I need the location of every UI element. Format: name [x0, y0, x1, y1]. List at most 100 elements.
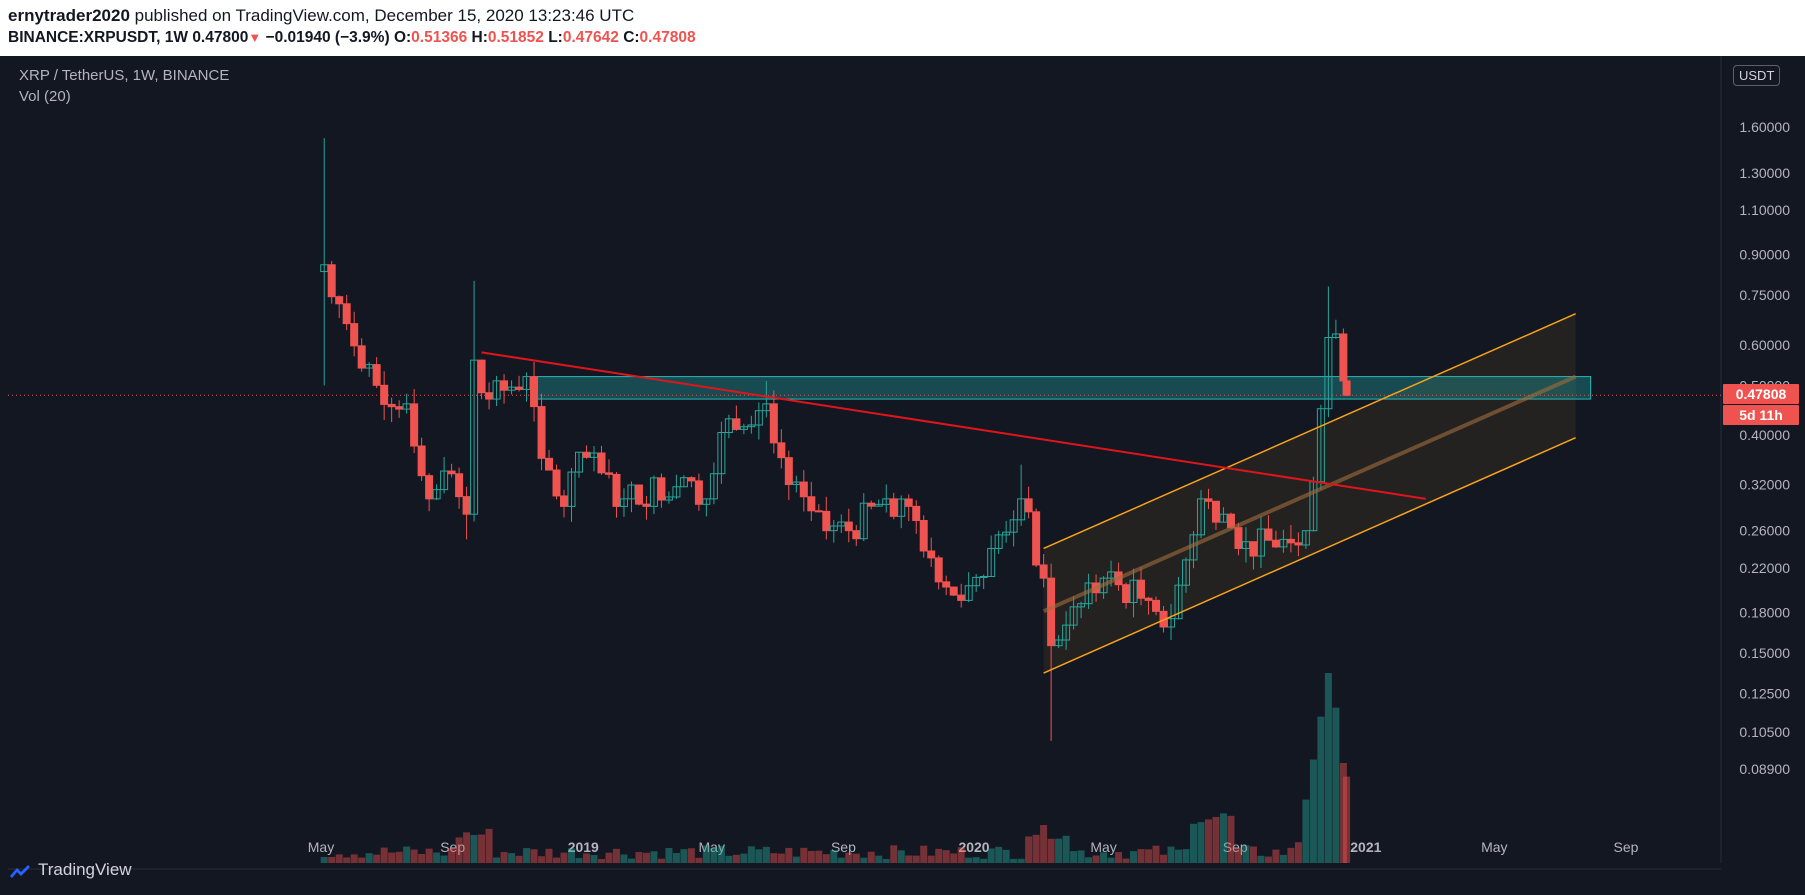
- volume-bar: [463, 832, 471, 863]
- candle-down: [657, 477, 666, 501]
- candle-down: [462, 496, 471, 515]
- volume-bar: [1025, 836, 1033, 863]
- candle-down: [357, 345, 366, 369]
- candle-up: [1256, 528, 1265, 557]
- candle-up: [979, 576, 988, 579]
- y-tick-label: 1.10000: [1739, 202, 1790, 218]
- volume-bar: [1317, 716, 1325, 863]
- volume-bar: [1010, 858, 1018, 863]
- volume-bar: [328, 856, 336, 863]
- volume-bar: [942, 850, 950, 863]
- open-value: 0.51366: [411, 29, 468, 46]
- candle-down: [912, 505, 921, 522]
- candle-up: [994, 534, 1003, 549]
- volume-bar: [792, 856, 800, 863]
- volume-bar: [343, 857, 351, 863]
- candle-up: [739, 426, 748, 430]
- volume-bar: [515, 855, 523, 863]
- volume-bar: [1070, 851, 1078, 863]
- x-tick-label: 2021: [1350, 839, 1381, 855]
- currency-badge[interactable]: USDT: [1733, 65, 1781, 86]
- chart-header: ernytrader2020 published on TradingView.…: [0, 0, 1805, 56]
- candle-down: [560, 495, 569, 507]
- candle-up: [567, 471, 576, 507]
- candle-down: [1152, 599, 1161, 612]
- series-legend[interactable]: XRP / TetherUS, 1W, BINANCE: [19, 67, 230, 84]
- volume-bar: [1234, 848, 1242, 863]
- candle-up: [702, 498, 711, 505]
- volume-bar: [1152, 845, 1160, 863]
- candle-down: [1234, 527, 1243, 549]
- candle-down: [1039, 564, 1048, 579]
- volume-bar: [732, 854, 740, 863]
- volume-bar: [597, 858, 605, 863]
- candle-down: [372, 364, 381, 386]
- volume-bar: [740, 853, 748, 863]
- volume-bar: [612, 848, 620, 863]
- volume-bar: [605, 852, 613, 863]
- candle-up: [897, 498, 906, 517]
- volume-bar: [860, 857, 868, 863]
- author-name[interactable]: ernytrader2020: [8, 6, 130, 25]
- volume-bar: [1122, 858, 1130, 863]
- volume-bar: [485, 828, 493, 863]
- candle-down: [1294, 542, 1303, 546]
- volume-bar: [695, 857, 703, 863]
- close-label: C:: [623, 29, 640, 46]
- chart-area[interactable]: [0, 56, 1805, 895]
- volume-bar: [358, 857, 366, 863]
- volume-bar: [807, 850, 815, 863]
- volume-bar: [403, 846, 411, 863]
- candle-up: [754, 410, 763, 426]
- candle-up: [440, 470, 449, 491]
- volume-bar: [702, 845, 710, 863]
- volume-bar: [500, 852, 508, 863]
- volume-legend[interactable]: Vol (20): [19, 88, 71, 105]
- candle-down: [732, 418, 741, 430]
- volume-bar: [1145, 849, 1153, 863]
- candle-up: [829, 525, 838, 532]
- price-chart[interactable]: 1.60000 1.30000 1.10000 0.90000 0.75000 0.600…: [0, 56, 1805, 895]
- candle-down: [477, 359, 486, 394]
- candle-down: [889, 498, 898, 517]
- candle-down: [1211, 500, 1220, 523]
- volume-bar: [687, 848, 695, 863]
- x-tick-label: May: [308, 839, 334, 855]
- tradingview-logo[interactable]: TradingView: [8, 860, 132, 880]
- candle-up: [964, 585, 973, 601]
- volume-bar: [1339, 762, 1347, 863]
- volume-bar: [350, 854, 358, 863]
- volume-bar: [815, 850, 823, 863]
- bar-countdown-label: 5d 11h: [1723, 405, 1799, 425]
- volume-bar: [373, 854, 381, 863]
- volume-bar: [425, 848, 433, 863]
- tradingview-cloud-icon: [10, 865, 30, 878]
- candle-up: [859, 502, 868, 540]
- volume-bar: [755, 849, 763, 863]
- volume-bar: [590, 855, 598, 863]
- volume-bar: [620, 854, 628, 863]
- candle-down: [1271, 539, 1280, 548]
- candle-down: [844, 521, 853, 532]
- candle-up: [1069, 606, 1078, 626]
- y-tick-label: 0.40000: [1739, 427, 1790, 443]
- channel-upper-line: [1043, 313, 1576, 550]
- candle-down: [814, 510, 823, 513]
- volume-bar: [582, 853, 590, 863]
- volume-bar: [642, 852, 650, 863]
- volume-bar: [882, 858, 890, 863]
- x-tick-label: 2019: [568, 839, 599, 855]
- candle-up: [1174, 584, 1183, 620]
- candle-up: [717, 432, 726, 475]
- volume-bar: [1279, 854, 1287, 863]
- channel-lower-line: [1043, 437, 1576, 674]
- candle-down: [417, 445, 426, 477]
- volume-bar: [957, 847, 965, 863]
- volume-bar: [1182, 849, 1190, 863]
- volume-bar: [1343, 776, 1351, 863]
- candle-down: [582, 451, 591, 458]
- y-tick-label: 0.15000: [1739, 645, 1790, 661]
- candle-down: [530, 376, 539, 408]
- volume-bar: [1287, 847, 1295, 863]
- candle-up: [664, 496, 673, 501]
